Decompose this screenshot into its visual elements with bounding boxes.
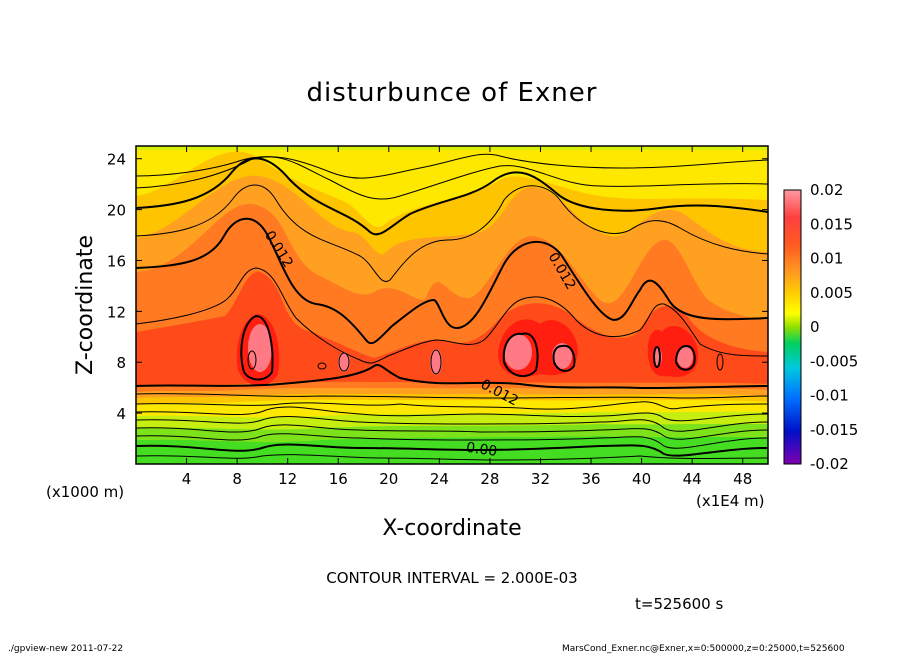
fill-band-pink (504, 334, 532, 370)
fill-band-pink (430, 349, 442, 375)
colorbar (783, 189, 802, 465)
colorbar-label: -0.015 (810, 421, 858, 439)
contour-line (136, 153, 768, 179)
time-annotation: t=525600 s (635, 595, 723, 613)
contour-line (317, 362, 327, 370)
contour-line (136, 267, 768, 364)
x-axis-label: X-coordinate (382, 516, 521, 541)
colorbar-label: -0.01 (810, 387, 849, 405)
contour-line (247, 350, 257, 370)
footer-left: ./gpview-new 2011-07-22 (8, 644, 123, 654)
contour-line (136, 401, 768, 410)
colorbar-label: 0.015 (810, 215, 853, 233)
x-tick-label: 4 (182, 470, 192, 488)
colorbar-label: 0 (810, 318, 820, 336)
plot-frame (135, 145, 769, 465)
x-unit-note: (x1E4 m) (696, 492, 765, 510)
y-tick-label: 24 (107, 151, 126, 169)
contour-line (240, 314, 274, 381)
contour-line (136, 157, 768, 236)
colorbar-ticks: 0.02 0.015 0.01 0.005 0 -0.005 -0.01 -0.015 -0.0… (810, 181, 858, 473)
contour-lines (136, 153, 768, 461)
y-tick-label: 8 (116, 354, 126, 372)
contour-line (136, 433, 768, 449)
y-unit-note: (x1000 m) (46, 483, 124, 501)
contour-line (716, 353, 724, 371)
colorbar-label: 0.01 (810, 250, 843, 268)
fill-band-pink (248, 324, 272, 372)
x-tick-label: 28 (480, 470, 499, 488)
x-tick-label: 24 (430, 470, 449, 488)
fill-band-pink (552, 343, 572, 369)
fill-band-pink (677, 346, 693, 368)
x-tick-label: 32 (531, 470, 550, 488)
y-tick-label: 20 (107, 202, 126, 220)
x-tick-label: 40 (632, 470, 651, 488)
contour-line (430, 349, 442, 375)
x-tick-label: 8 (232, 470, 242, 488)
fill-band-green (136, 423, 768, 442)
contour-line (502, 332, 539, 378)
contour-line (653, 346, 661, 368)
contour-interval-text: CONTOUR INTERVAL = 2.000E-03 (326, 569, 577, 587)
y-tick-label: 16 (107, 252, 126, 270)
chart-title: disturbunce of Exner (307, 78, 598, 108)
contour-line (136, 416, 768, 432)
x-tick-label: 36 (581, 470, 600, 488)
footer-right: MarsCond_Exner.nc@Exner,x=0:500000,z=0:2… (562, 644, 845, 654)
colorbar-label: 0.02 (810, 181, 843, 199)
contour-line (136, 184, 768, 283)
y-axis: 4 8 12 16 20 24 (107, 151, 768, 423)
fill-band-red (136, 271, 768, 385)
x-tick-label: 12 (278, 470, 297, 488)
contour-line (136, 364, 768, 390)
contour-label: 0.00 (465, 440, 498, 460)
x-axis: 4 8 12 16 20 24 28 32 36 40 44 48 (182, 146, 752, 488)
y-tick-label: 12 (107, 303, 126, 321)
x-tick-label: 44 (683, 470, 702, 488)
x-tick-label: 20 (379, 470, 398, 488)
colorbar-label: -0.02 (810, 455, 849, 473)
contour-line (136, 393, 768, 399)
contour-line (136, 454, 768, 461)
y-axis-label: Z-coordinate (73, 235, 98, 375)
x-tick-label: 48 (733, 470, 752, 488)
colorbar-label: 0.005 (810, 284, 853, 302)
y-tick-label: 4 (116, 405, 126, 423)
contour-line (136, 217, 768, 345)
colorbar-label: -0.005 (810, 352, 858, 370)
x-tick-label: 16 (329, 470, 348, 488)
fill-band-pink (338, 352, 350, 372)
contour-line (136, 424, 768, 440)
contour-line (136, 406, 768, 422)
contour-line (136, 443, 768, 457)
contour-line (674, 344, 696, 371)
contour-line (338, 352, 350, 372)
contour-line (552, 344, 576, 372)
